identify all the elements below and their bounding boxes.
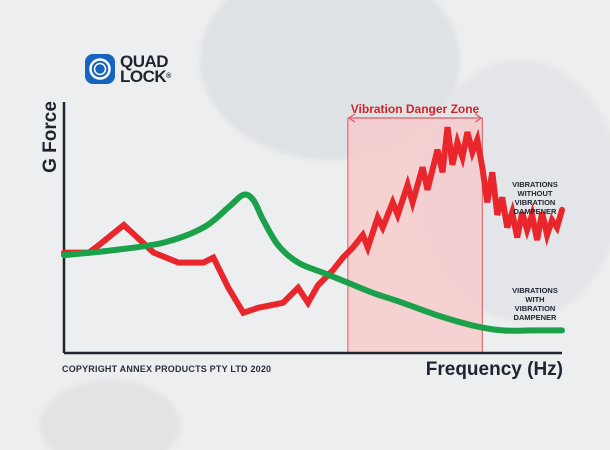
red-series-label-line: WITHOUT — [517, 189, 553, 198]
danger-zone-arrow-left — [347, 113, 356, 123]
quad-lock-logo-icon — [85, 54, 115, 84]
quad-lock-logo: QUAD LOCK® — [84, 53, 171, 85]
green-series-label: VIBRATIONS WITH VIBRATION DAMPENER — [500, 286, 570, 322]
danger-zone-label: Vibration Danger Zone — [350, 102, 480, 116]
red-series-label-line: VIBRATION — [514, 198, 556, 207]
red-series-label-line: VIBRATIONS — [512, 180, 558, 189]
background-photo-lower — [40, 380, 180, 450]
green-series-line — [61, 191, 565, 334]
green-series-label-line: VIBRATION — [514, 304, 556, 313]
red-series-label-line: DAMPENER — [513, 207, 557, 216]
danger-zone-arrow-right — [474, 113, 483, 123]
x-axis-label: Frequency (Hz) — [425, 359, 563, 380]
logo-line-1: QUAD — [120, 52, 169, 71]
y-axis-label: G Force — [40, 101, 61, 173]
red-series-line — [61, 126, 565, 317]
logo-wordmark: QUAD LOCK® — [120, 52, 171, 86]
registered-mark: ® — [166, 73, 171, 80]
logo-line-2: LOCK — [120, 67, 167, 86]
green-series-label-line: WITH — [525, 295, 545, 304]
green-series-label-line: VIBRATIONS — [512, 286, 558, 295]
red-series-label: VIBRATIONS WITHOUT VIBRATION DAMPENER — [500, 180, 570, 216]
copyright-notice: COPYRIGHT ANNEX PRODUCTS PTY LTD 2020 — [62, 364, 272, 374]
green-series-label-line: DAMPENER — [513, 313, 557, 322]
